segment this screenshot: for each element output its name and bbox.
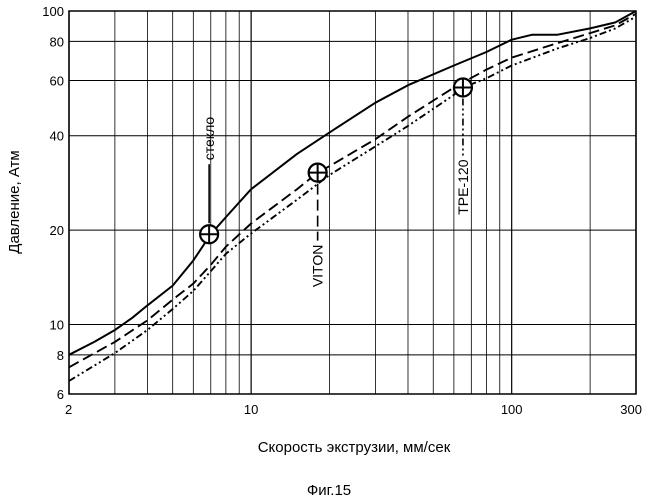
y-tick-label: 8 — [57, 348, 64, 363]
y-axis-label: Давление, Атм — [6, 150, 23, 253]
series-lines — [68, 10, 637, 382]
x-tick-label: 10 — [244, 402, 258, 417]
series-line-0 — [68, 10, 637, 356]
series-markers: стекло VITON TPE-120 — [199, 77, 474, 288]
series-line-1 — [68, 12, 637, 369]
y-tick-label: 6 — [57, 387, 64, 402]
plot-frame — [68, 10, 637, 395]
y-tick-label: 40 — [50, 129, 64, 144]
series-label-1: VITON — [310, 245, 326, 288]
x-tick-label: 300 — [620, 402, 642, 417]
y-tick-label: 60 — [50, 74, 64, 89]
grid — [68, 10, 637, 395]
series-marker-0 — [199, 224, 220, 245]
x-tick-label: 100 — [501, 402, 523, 417]
series-label-2: TPE-120 — [455, 159, 471, 214]
series-line-2 — [68, 15, 637, 382]
x-axis-label: Скорость экструзии, мм/сек — [258, 439, 451, 456]
y-tick-label: 20 — [50, 223, 64, 238]
tick-labels: 2 10 100 300 6 8 10 20 40 60 80 100 — [42, 4, 642, 417]
x-tick-label: 2 — [65, 402, 72, 417]
series-label-0: стекло — [201, 117, 217, 161]
series-marker-2 — [452, 77, 474, 98]
y-tick-label: 100 — [42, 4, 64, 19]
y-tick-label: 10 — [50, 317, 64, 332]
series-marker-1 — [307, 162, 328, 183]
y-tick-label: 80 — [50, 34, 64, 49]
figure-caption: Фиг.15 — [307, 482, 351, 499]
